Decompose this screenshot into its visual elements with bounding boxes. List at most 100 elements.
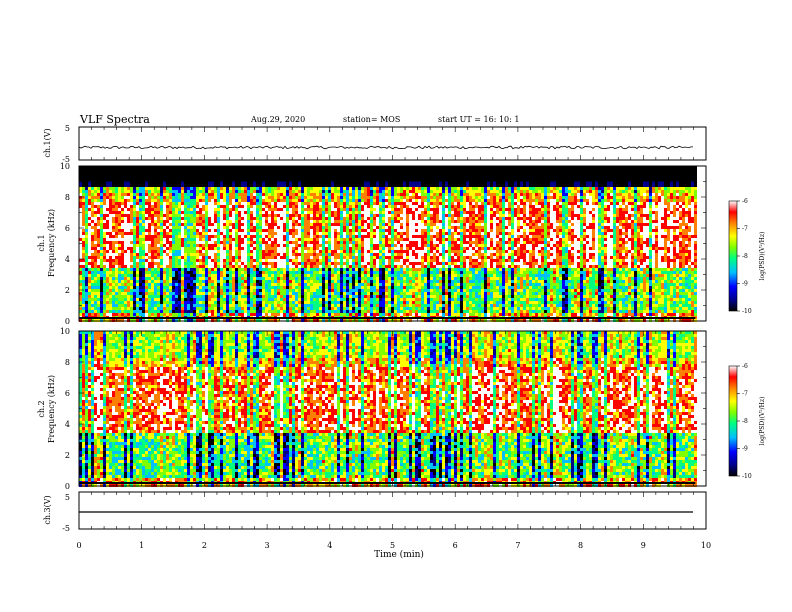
spectrogram-cell xyxy=(100,292,103,295)
spectrogram-cell xyxy=(238,280,241,283)
spectrogram-cell xyxy=(154,214,157,217)
spectrogram-cell xyxy=(79,247,82,250)
spectrogram-cell xyxy=(142,238,145,241)
spectrogram-cell xyxy=(229,205,232,208)
spectrogram-cell xyxy=(364,292,367,295)
spectrogram-cell xyxy=(205,250,208,253)
spectrogram-cell xyxy=(271,199,274,202)
spectrogram-cell xyxy=(343,226,346,229)
spectrogram-cell xyxy=(157,229,160,232)
spectrogram-cell xyxy=(85,265,88,268)
spectrogram-cell xyxy=(79,256,82,259)
spectrogram-cell xyxy=(82,208,85,211)
spectrogram-cell xyxy=(262,250,265,253)
spectrogram-cell xyxy=(214,181,217,184)
spectrogram-cell xyxy=(142,208,145,211)
spectrogram-cell xyxy=(79,307,82,310)
spectrogram-cell xyxy=(247,271,250,274)
spectrogram-cell xyxy=(190,220,193,223)
spectrogram-cell xyxy=(277,259,280,262)
spectrogram-cell xyxy=(133,223,136,226)
spectrogram-cell xyxy=(343,247,346,250)
spectrogram-cell xyxy=(349,214,352,217)
spectrogram-cell xyxy=(337,280,340,283)
spectrogram-cell xyxy=(271,289,274,292)
spectrogram-cell xyxy=(187,199,190,202)
spectrogram-cell xyxy=(139,190,142,193)
spectrogram-cell xyxy=(148,229,151,232)
spectrogram-cell xyxy=(130,190,133,193)
spectrogram-cell xyxy=(238,256,241,259)
spectrogram-cell xyxy=(136,256,139,259)
spectrogram-cell xyxy=(253,289,256,292)
spectrogram-cell xyxy=(262,184,265,187)
spectrogram-cell xyxy=(280,292,283,295)
spectrogram-cell xyxy=(247,292,250,295)
spectrogram-cell xyxy=(250,289,253,292)
spectrogram-cell xyxy=(100,271,103,274)
spectrogram-cell xyxy=(259,265,262,268)
spectrogram-cell xyxy=(226,229,229,232)
spectrogram-cell xyxy=(205,304,208,307)
spectrogram-cell xyxy=(79,196,82,199)
spectrogram-cell xyxy=(238,226,241,229)
spectrogram-cell xyxy=(205,202,208,205)
spectrogram-cell xyxy=(82,214,85,217)
spectrogram-cell xyxy=(262,301,265,304)
spectrogram-cell xyxy=(160,232,163,235)
spectrogram-cell xyxy=(112,235,115,238)
spectrogram-cell xyxy=(355,313,358,316)
spectrogram-cell xyxy=(187,244,190,247)
spectrogram-cell xyxy=(148,250,151,253)
spectrogram-cell xyxy=(145,313,148,316)
spectrogram-cell xyxy=(181,202,184,205)
spectrogram-cell xyxy=(85,301,88,304)
spectrogram-cell xyxy=(364,283,367,286)
spectrogram-cell xyxy=(313,229,316,232)
spectrogram-cell xyxy=(313,271,316,274)
spectrogram-cell xyxy=(208,199,211,202)
spectrogram-cell xyxy=(331,184,334,187)
spectrogram-cell xyxy=(130,214,133,217)
spectrogram-cell xyxy=(100,244,103,247)
spectrogram-cell xyxy=(247,214,250,217)
spectrogram-cell xyxy=(160,181,163,184)
spectrogram-cell xyxy=(316,244,319,247)
spectrogram-cell xyxy=(346,295,349,298)
spectrogram-cell xyxy=(328,295,331,298)
spectrogram-cell xyxy=(97,274,100,277)
spectrogram-cell xyxy=(325,190,328,193)
spectrogram-cell xyxy=(253,196,256,199)
spectrogram-cell xyxy=(250,292,253,295)
spectrogram-cell xyxy=(154,205,157,208)
spectrogram-cell xyxy=(259,187,262,190)
spectrogram-cell xyxy=(151,214,154,217)
spectrogram-cell xyxy=(187,238,190,241)
spectrogram-cell xyxy=(229,193,232,196)
spectrogram-cell xyxy=(343,184,346,187)
spectrogram-cell xyxy=(130,247,133,250)
spectrogram-cell xyxy=(124,193,127,196)
spectrogram-cell xyxy=(166,241,169,244)
spectrogram-cell xyxy=(277,265,280,268)
spectrogram-cell xyxy=(127,289,130,292)
spectrogram-cell xyxy=(217,235,220,238)
spectrogram-cell xyxy=(193,298,196,301)
spectrogram-cell xyxy=(355,280,358,283)
spectrogram-cell xyxy=(193,199,196,202)
spectrogram-cell xyxy=(85,229,88,232)
spectrogram-cell xyxy=(97,244,100,247)
spectrogram-cell xyxy=(208,202,211,205)
spectrogram-cell xyxy=(199,214,202,217)
spectrogram-cell xyxy=(82,211,85,214)
spectrogram-cell xyxy=(355,253,358,256)
spectrogram-cell xyxy=(178,265,181,268)
spectrogram-cell xyxy=(292,226,295,229)
spectrogram-cell xyxy=(289,193,292,196)
spectrogram-cell xyxy=(319,292,322,295)
spectrogram-cell xyxy=(175,241,178,244)
spectrogram-cell xyxy=(211,184,214,187)
spectrogram-cell xyxy=(304,229,307,232)
spectrogram-cell xyxy=(238,241,241,244)
spectrogram-cell xyxy=(181,277,184,280)
